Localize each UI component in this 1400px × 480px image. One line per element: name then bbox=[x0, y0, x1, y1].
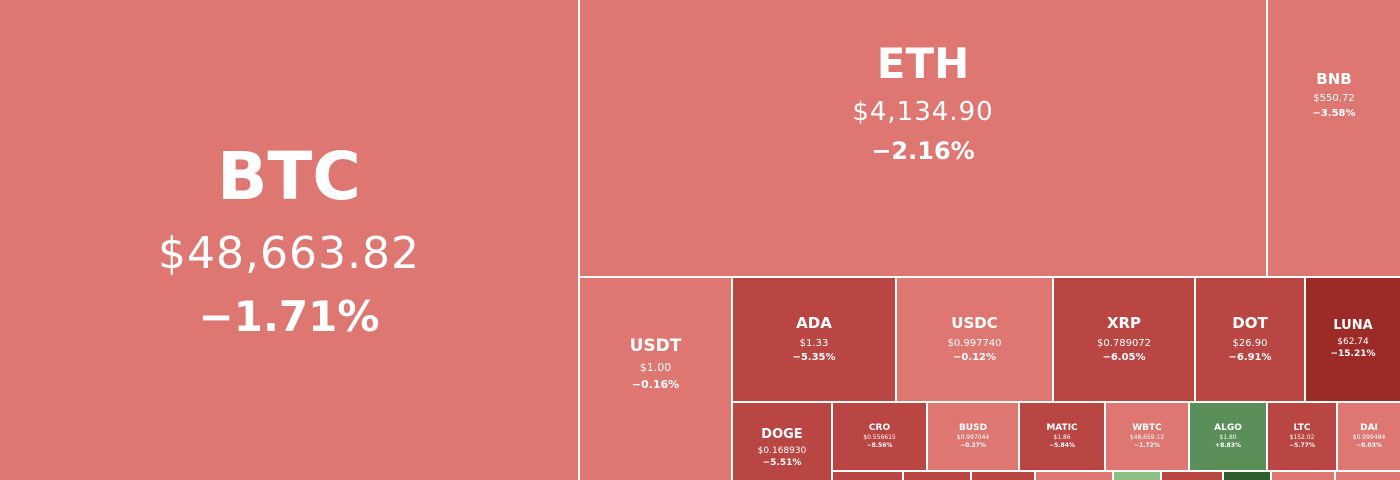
tile-price: $26.90 bbox=[1232, 337, 1268, 349]
tile-change: −5.51% bbox=[762, 458, 802, 469]
tile-price: $1.00 bbox=[639, 361, 672, 375]
tile-symbol: LTC bbox=[1293, 422, 1311, 433]
tile-change: −0.27% bbox=[960, 442, 986, 450]
tile-small[interactable] bbox=[1336, 472, 1400, 480]
tile-eth[interactable]: ETH $4,134.90 −2.16% bbox=[580, 0, 1266, 276]
tile-symbol: XRP bbox=[1106, 314, 1142, 333]
tile-price: $0.997740 bbox=[947, 337, 1002, 349]
tile-price: $0.999484 bbox=[1352, 434, 1386, 442]
tile-busd[interactable]: BUSD $0.997044 −0.27% bbox=[928, 403, 1018, 470]
tile-change: −15.21% bbox=[1330, 349, 1376, 360]
tile-symbol: ADA bbox=[796, 314, 832, 333]
tile-dot[interactable]: DOT $26.90 −6.91% bbox=[1196, 278, 1304, 401]
tile-btc[interactable]: BTC $48,663.82 −1.71% bbox=[0, 0, 578, 480]
tile-algo[interactable]: ALGO $1.80 +8.83% bbox=[1190, 403, 1266, 470]
tile-wbtc[interactable]: WBTC $48,659.12 −1.72% bbox=[1106, 403, 1188, 470]
tile-xrp[interactable]: XRP $0.789072 −6.05% bbox=[1054, 278, 1194, 401]
tile-symbol: DAI bbox=[1360, 422, 1378, 433]
tile-change: −6.91% bbox=[1228, 352, 1272, 364]
tile-cro[interactable]: CRO $0.556615 −8.56% bbox=[833, 403, 926, 470]
tile-change: +8.83% bbox=[1215, 442, 1241, 450]
tile-symbol: BTC bbox=[217, 137, 361, 215]
tile-small[interactable] bbox=[1272, 472, 1334, 480]
tile-symbol: USDC bbox=[951, 314, 998, 333]
tile-dai[interactable]: DAI $0.999484 −0.03% bbox=[1338, 403, 1400, 470]
tile-small[interactable] bbox=[1224, 472, 1270, 480]
tile-change: −0.12% bbox=[952, 352, 997, 364]
tile-change: −8.56% bbox=[866, 442, 893, 450]
tile-price: $0.168930 bbox=[757, 446, 807, 457]
tile-price: $48,663.82 bbox=[158, 227, 420, 279]
tile-change: −1.72% bbox=[1134, 442, 1160, 450]
tile-price: $152.02 bbox=[1289, 434, 1315, 442]
tile-small[interactable] bbox=[833, 472, 902, 480]
tile-symbol: DOT bbox=[1232, 314, 1268, 333]
tile-change: −2.16% bbox=[871, 137, 975, 166]
tile-small[interactable] bbox=[1114, 472, 1160, 480]
tile-price: $48,659.12 bbox=[1129, 434, 1165, 442]
tile-price: $0.997044 bbox=[956, 434, 990, 442]
tile-symbol: LUNA bbox=[1333, 318, 1373, 334]
tile-usdt[interactable]: USDT $1.00 −0.16% bbox=[580, 278, 731, 480]
tile-symbol: USDT bbox=[629, 335, 682, 356]
tile-symbol: WBTC bbox=[1132, 422, 1162, 433]
tile-price: $1.86 bbox=[1053, 434, 1071, 442]
tile-symbol: BNB bbox=[1316, 69, 1352, 88]
tile-bnb[interactable]: BNB $550.72 −3.58% bbox=[1268, 0, 1400, 276]
tile-change: −0.16% bbox=[631, 377, 680, 391]
tile-price: $0.789072 bbox=[1096, 337, 1152, 349]
tile-price: $4,134.90 bbox=[852, 97, 994, 128]
tile-change: −0.03% bbox=[1356, 442, 1382, 450]
tile-price: $550.72 bbox=[1313, 93, 1355, 105]
tile-ltc[interactable]: LTC $152.02 −5.77% bbox=[1268, 403, 1336, 470]
tile-symbol: CRO bbox=[868, 422, 891, 433]
tile-symbol: MATIC bbox=[1046, 422, 1078, 433]
tile-price: $62.74 bbox=[1337, 337, 1369, 348]
tile-price: $1.33 bbox=[799, 337, 829, 349]
tile-small[interactable] bbox=[904, 472, 970, 480]
tile-change: −6.05% bbox=[1102, 352, 1146, 364]
tile-price: $1.80 bbox=[1219, 434, 1237, 442]
tile-price: $0.556615 bbox=[863, 434, 896, 442]
tile-ada[interactable]: ADA $1.33 −5.35% bbox=[733, 278, 895, 401]
tile-symbol: ETH bbox=[876, 39, 970, 89]
tile-matic[interactable]: MATIC $1.86 −5.84% bbox=[1020, 403, 1104, 470]
tile-usdc[interactable]: USDC $0.997740 −0.12% bbox=[897, 278, 1052, 401]
tile-small[interactable] bbox=[972, 472, 1034, 480]
tile-small[interactable] bbox=[1162, 472, 1222, 480]
tile-symbol: BUSD bbox=[958, 422, 988, 433]
tile-change: −3.58% bbox=[1312, 107, 1356, 119]
tile-symbol: DOGE bbox=[761, 427, 803, 443]
tile-symbol: ALGO bbox=[1214, 422, 1242, 433]
tile-change: −5.35% bbox=[792, 352, 836, 364]
tile-change: −5.84% bbox=[1049, 442, 1075, 450]
tile-small[interactable] bbox=[1036, 472, 1112, 480]
tile-luna[interactable]: LUNA $62.74 −15.21% bbox=[1306, 278, 1400, 401]
tile-change: −1.71% bbox=[198, 292, 380, 342]
tile-doge[interactable]: DOGE $0.168930 −5.51% bbox=[733, 403, 831, 480]
tile-change: −5.77% bbox=[1289, 442, 1315, 450]
